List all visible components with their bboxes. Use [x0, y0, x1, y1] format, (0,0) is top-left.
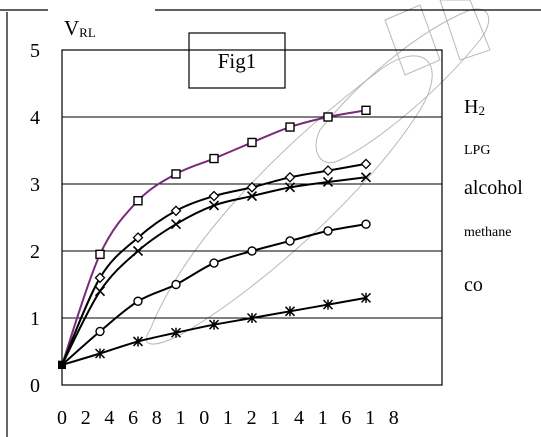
x-tick-label: 6 [341, 407, 351, 429]
data-point [94, 272, 106, 284]
data-point [361, 105, 371, 116]
y-tick-label: 2 [30, 241, 40, 263]
x-tick-label: 1 [223, 407, 233, 429]
data-point [171, 279, 181, 290]
data-point [322, 165, 334, 177]
series-label-methane: methane [464, 225, 511, 240]
data-point [246, 181, 258, 193]
data-point [94, 348, 106, 359]
x-tick-label: 8 [389, 407, 399, 429]
x-tick-label: 1 [176, 407, 186, 429]
series-lpg [58, 158, 372, 369]
data-point [360, 172, 372, 183]
data-point [170, 327, 182, 338]
data-point [132, 336, 144, 347]
data-point [246, 312, 258, 324]
x-tick-label: 4 [294, 407, 304, 429]
data-point [247, 246, 257, 256]
x-tick-label: 0 [199, 407, 209, 429]
series-h2 [58, 105, 371, 369]
data-point [322, 176, 334, 188]
y-tick-label: 4 [30, 107, 40, 129]
x-tick-label: 4 [104, 407, 114, 429]
y-tick-label: 3 [30, 174, 40, 196]
series-line [61, 223, 367, 366]
x-tick-label: 1 [270, 407, 280, 429]
data-point [284, 171, 296, 183]
series-label-co: co [464, 274, 483, 296]
y-tick-label: 5 [30, 40, 40, 62]
y-tick-label: 0 [30, 375, 40, 397]
data-point [58, 360, 66, 369]
data-point [247, 137, 257, 148]
chart-frame [0, 9, 541, 437]
data-point [170, 219, 182, 230]
data-point [171, 169, 181, 179]
x-tick-label: 1 [318, 407, 328, 429]
data-point [133, 196, 143, 206]
data-point [322, 299, 334, 310]
series-label-h2: H2 [464, 96, 485, 118]
x-tick-label: 0 [57, 407, 67, 429]
data-point [246, 190, 258, 202]
series-label-lpg: LPG [464, 143, 490, 158]
data-point [285, 122, 295, 132]
data-point [132, 245, 144, 257]
data-point [209, 258, 219, 268]
data-point [361, 219, 371, 229]
data-point [95, 326, 105, 337]
data-point [323, 226, 333, 236]
x-tick-label: 2 [247, 407, 257, 429]
series-methane [58, 219, 371, 369]
series-line [61, 296, 367, 366]
data-point [95, 249, 105, 260]
data-point [323, 112, 333, 122]
series-co [58, 292, 372, 369]
data-point [209, 153, 219, 164]
series [58, 105, 372, 369]
y-tick-labels: 0 1 2 3 4 5 [30, 40, 40, 397]
chart-title-text: Fig1 [218, 49, 257, 73]
data-point [285, 236, 295, 246]
data-point [208, 319, 220, 330]
data-point [360, 292, 372, 303]
x-tick-label: 2 [81, 407, 91, 429]
data-point [360, 158, 372, 170]
y-axis-label: VRL [64, 16, 96, 40]
series-labels: H2 LPG alcohol methane co [464, 96, 523, 296]
chart-title: Fig1 [188, 32, 286, 89]
data-point [170, 205, 182, 217]
data-point [133, 296, 143, 306]
data-point [208, 200, 220, 211]
y-tick-label: 1 [30, 308, 40, 330]
x-tick-label: 1 [365, 407, 375, 429]
data-point [132, 232, 144, 244]
data-point [284, 306, 296, 317]
data-point [284, 182, 296, 193]
series-label-alcohol: alcohol [464, 177, 523, 199]
data-point [94, 286, 106, 297]
data-point [208, 190, 220, 202]
x-tick-label: 6 [128, 407, 138, 429]
plot-area [61, 49, 443, 386]
x-tick-label: 8 [152, 407, 162, 429]
